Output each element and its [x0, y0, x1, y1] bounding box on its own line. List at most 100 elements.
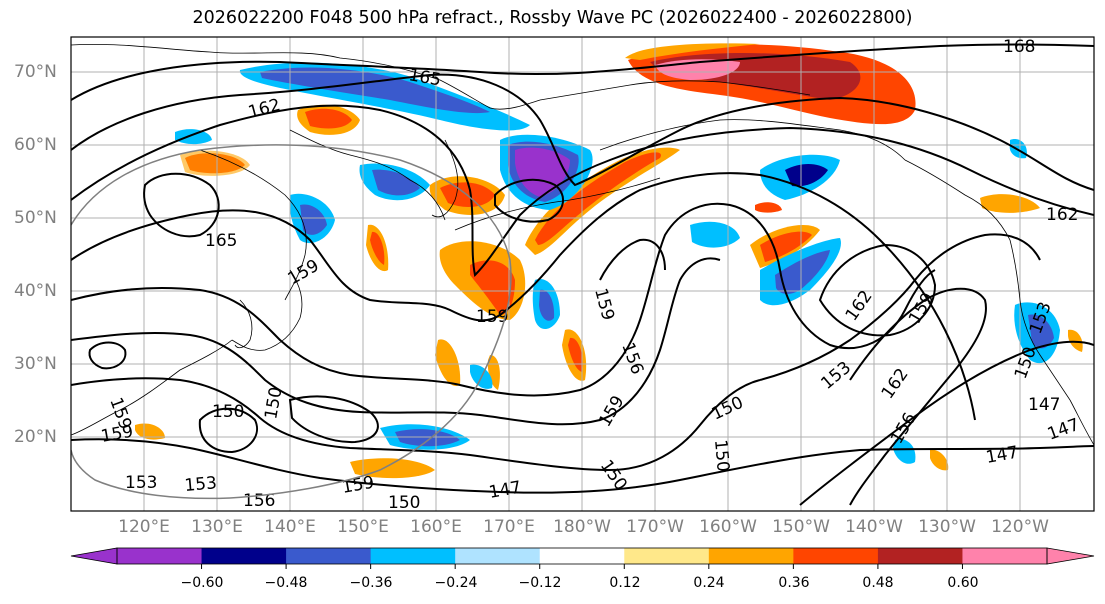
- coast-siberia-east: [199, 149, 307, 301]
- colorbar-segment: [201, 548, 287, 564]
- colorbar: [70, 547, 1095, 569]
- shade-arc-orange: [525, 147, 680, 255]
- colorbar-tick-label: −0.48: [264, 575, 308, 591]
- shade-w-lightblue: [175, 129, 212, 145]
- contour-label: 159: [476, 307, 508, 327]
- height-contours: [71, 43, 1094, 506]
- lon-label: 140°E: [264, 517, 316, 537]
- shade-centralpac2-red: [568, 337, 583, 372]
- colorbar-tick-label: 0.12: [609, 575, 641, 591]
- contour-southeast: [799, 340, 1094, 506]
- shade-east-red: [760, 231, 812, 262]
- colorbar-tick-label: −0.60: [180, 575, 224, 591]
- shade-alaska-orange: [625, 43, 760, 60]
- shade-japan-red: [370, 231, 385, 265]
- coast-alaska-west: [539, 80, 811, 101]
- shade-sakh-blue: [300, 204, 327, 235]
- shade-calif-blue: [1028, 314, 1054, 349]
- coast-alaska-south: [599, 119, 906, 161]
- lon-label: 120°W: [991, 517, 1049, 537]
- shade-midpac-blue: [539, 289, 555, 321]
- colorbar-segment: [962, 548, 1048, 564]
- colorbar-segment: [286, 548, 372, 564]
- colorbar-tick-label: 0.60: [947, 575, 979, 591]
- lon-label: 170°E: [483, 517, 535, 537]
- shade-bc-orange: [980, 194, 1040, 213]
- lon-label: 150°W: [772, 517, 830, 537]
- coastlines: [71, 43, 1094, 446]
- colorbar-segment: [117, 548, 203, 564]
- shade-west-orange: [180, 150, 250, 176]
- contour-tropic2: [288, 395, 379, 444]
- contour-kamchatka-low: [494, 178, 564, 223]
- contour-147: [71, 438, 1094, 494]
- contour-west-cutoff: [143, 172, 220, 238]
- shade-cane-lightblue: [893, 439, 916, 464]
- colorbar-tick-label: 0.48: [862, 575, 894, 591]
- shade-arc-red: [535, 152, 661, 245]
- contour-label: 153: [125, 473, 157, 493]
- colorbar-segment: [624, 548, 710, 564]
- shading-layer: [135, 43, 1083, 479]
- coast-asia-north: [71, 43, 541, 110]
- contour-150: [71, 377, 761, 472]
- lat-label: 50°N: [14, 208, 57, 228]
- colorbar-segment: [370, 548, 456, 564]
- graticule: [71, 37, 1094, 511]
- coast-pnw: [1009, 239, 1071, 401]
- contour-label: 165: [205, 231, 237, 251]
- colorbar-segment: [708, 548, 794, 564]
- shade-centralpac-orange: [435, 339, 461, 386]
- map-frame: [70, 36, 1095, 512]
- contour-156: [71, 202, 936, 397]
- colorbar-segment: [793, 548, 879, 564]
- colorbar-tick-label: 0.24: [693, 575, 725, 591]
- lon-label: 120°E: [118, 517, 170, 537]
- contour-gulf: [599, 238, 666, 281]
- lon-label: 160°E: [410, 517, 462, 537]
- colorbar-tick-label: −0.24: [434, 575, 478, 591]
- contour-label: 150: [710, 439, 733, 473]
- shade-gulf-navy: [785, 164, 828, 187]
- shade-okhotsk-blue: [372, 169, 420, 196]
- contour-label: 153: [184, 473, 218, 496]
- contour-label: 147: [1028, 395, 1060, 415]
- coast-kamchatka: [431, 139, 459, 218]
- shade-e2-red: [755, 202, 782, 213]
- coast-japan: [231, 269, 303, 351]
- contour-label: 168: [1003, 37, 1035, 57]
- contour-label: 150: [388, 493, 420, 513]
- colorbar-extend-min: [70, 547, 118, 565]
- shade-tropic-blue: [395, 429, 460, 447]
- lon-label: 140°W: [845, 517, 903, 537]
- contour-165: [71, 73, 1094, 191]
- contour-label: 162: [1046, 205, 1078, 225]
- ray-circle: [71, 144, 512, 500]
- contour-tropic-low: [198, 407, 258, 454]
- colorbar-extend-max: [1046, 547, 1095, 565]
- contour-inner-162: [818, 243, 937, 337]
- shade-siberia-red: [305, 108, 352, 129]
- lon-label: 160°W: [699, 517, 757, 537]
- shade-bering-purple: [515, 147, 570, 197]
- colorbar-tick-label: −0.12: [518, 575, 562, 591]
- shade-midpac-red: [470, 260, 515, 315]
- coast-mexico: [1069, 399, 1094, 446]
- shade-w-orange: [135, 423, 165, 440]
- contour-162: [71, 104, 1094, 278]
- contour-inner-150: [759, 233, 1041, 381]
- contour-153: [71, 257, 721, 426]
- colorbar-segment: [877, 548, 963, 564]
- colorbar-frame: [116, 547, 1048, 565]
- contour-inner-159: [849, 287, 987, 506]
- lat-label: 40°N: [14, 281, 57, 301]
- lat-label: 20°N: [14, 427, 57, 447]
- lat-label: 70°N: [14, 62, 57, 82]
- colorbar-tick-label: 0.36: [778, 575, 810, 591]
- lon-label: 180°W: [553, 517, 611, 537]
- shade-arctic-blue: [260, 67, 490, 114]
- plot-title: 2026022200 F048 500 hPa refract., Rossby…: [192, 8, 913, 28]
- lon-label: 150°E: [337, 517, 389, 537]
- lon-label: 130°E: [191, 517, 243, 537]
